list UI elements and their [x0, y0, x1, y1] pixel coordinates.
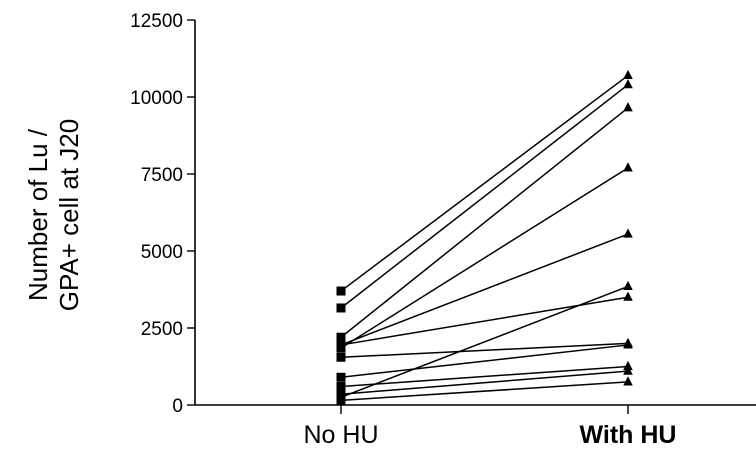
- y-axis-title: Number of Lu / GPA+ cell at J20: [23, 119, 84, 311]
- no-hu-point: [336, 382, 346, 392]
- no-hu-point: [336, 372, 346, 382]
- paired-lines: [340, 74, 629, 402]
- no-hu-point: [336, 389, 346, 399]
- paired-line: [340, 84, 629, 309]
- y-axis-title-line-2: GPA+ cell at J20: [54, 119, 84, 311]
- paired-line: [340, 381, 629, 402]
- y-tick-label: 10000: [130, 88, 183, 109]
- y-tick-label: 2500: [141, 319, 183, 340]
- axes: [194, 20, 756, 406]
- no-hu-point: [336, 395, 346, 405]
- paired-line: [340, 365, 629, 388]
- y-tick-label: 12500: [130, 11, 183, 32]
- no-hu-point: [336, 303, 346, 313]
- with-hu-point: [623, 339, 633, 349]
- paired-line: [340, 74, 629, 292]
- with-hu-point: [623, 291, 633, 301]
- y-tick-label: 7500: [141, 165, 183, 186]
- with-hu-point: [623, 365, 633, 375]
- with-hu-point: [623, 162, 633, 172]
- paired-line: [340, 167, 629, 349]
- x-category-label: No HU: [303, 421, 378, 449]
- y-tick-label: 0: [172, 396, 183, 417]
- with-hu-point: [623, 228, 633, 238]
- with-hu-point: [623, 376, 633, 386]
- with-hu-point: [623, 102, 633, 112]
- x-category-label: With HU: [580, 421, 677, 449]
- data-markers: [336, 69, 633, 405]
- paired-line: [340, 344, 629, 379]
- no-hu-point: [336, 340, 346, 350]
- x-axis-ticks: No HU With HU: [303, 405, 676, 449]
- paired-line: [340, 296, 629, 346]
- with-hu-point: [623, 79, 633, 89]
- no-hu-point: [336, 332, 346, 342]
- no-hu-point: [336, 286, 346, 296]
- y-axis-ticks: 0 2500 5000 7500 10000 12500: [130, 11, 195, 417]
- paired-line: [340, 233, 629, 346]
- with-hu-point: [623, 280, 633, 291]
- y-tick-label: 5000: [141, 242, 183, 263]
- paired-line: [340, 342, 629, 359]
- with-hu-point: [623, 360, 633, 371]
- with-hu-point: [623, 69, 633, 80]
- y-axis-title-line-1: Number of Lu /: [23, 128, 53, 301]
- no-hu-point: [336, 352, 346, 362]
- paired-line: [340, 370, 629, 395]
- paired-line: [340, 107, 629, 338]
